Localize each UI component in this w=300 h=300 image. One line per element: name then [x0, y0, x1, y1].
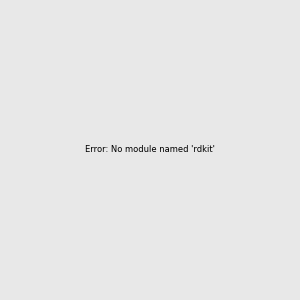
Text: Error: No module named 'rdkit': Error: No module named 'rdkit' — [85, 146, 215, 154]
